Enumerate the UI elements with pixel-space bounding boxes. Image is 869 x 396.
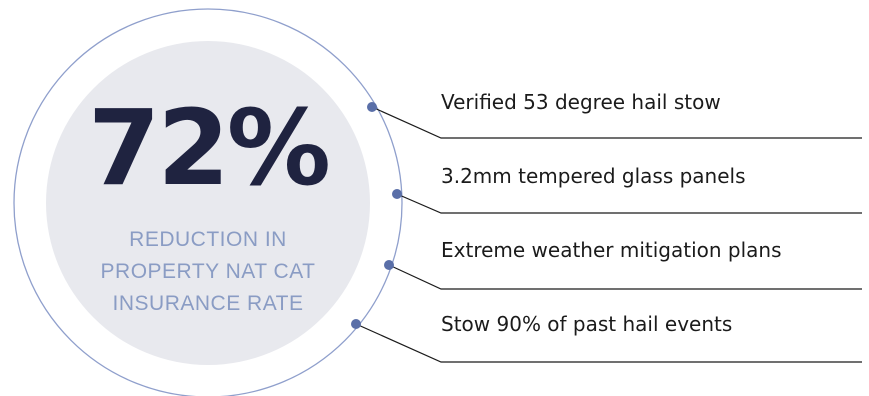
marker-dot-4 bbox=[351, 319, 361, 329]
connector-line-4 bbox=[355, 323, 862, 363]
stat-value: 72% bbox=[88, 87, 331, 209]
feature-item-2: 3.2mm tempered glass panels bbox=[441, 164, 746, 188]
stat-caption-line-2: PROPERTY NAT CAT bbox=[100, 260, 316, 283]
marker-dot-2 bbox=[392, 189, 402, 199]
stat-caption-line-3: INSURANCE RATE bbox=[112, 292, 304, 315]
feature-item-3: Extreme weather mitigation plans bbox=[441, 238, 782, 262]
feature-item-1: Verified 53 degree hail stow bbox=[441, 90, 721, 114]
marker-dot-3 bbox=[384, 260, 394, 270]
stat-caption-line-1: REDUCTION IN bbox=[129, 228, 287, 251]
inner-circle bbox=[46, 41, 370, 365]
connector-line-2 bbox=[396, 193, 862, 214]
marker-dot-1 bbox=[367, 102, 377, 112]
feature-item-4: Stow 90% of past hail events bbox=[441, 312, 733, 336]
connector-line-1 bbox=[371, 106, 862, 139]
connector-line-3 bbox=[388, 264, 862, 290]
outer-ring bbox=[13, 8, 403, 396]
